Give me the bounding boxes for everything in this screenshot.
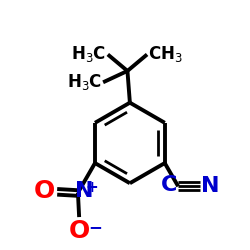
- Text: N: N: [75, 182, 93, 202]
- Text: O: O: [68, 219, 90, 243]
- Text: H$_3$C: H$_3$C: [67, 72, 102, 92]
- Text: N: N: [201, 176, 220, 196]
- Text: +: +: [85, 180, 98, 195]
- Text: C: C: [161, 175, 178, 195]
- Text: H$_3$C: H$_3$C: [72, 44, 106, 64]
- Text: CH$_3$: CH$_3$: [148, 44, 183, 64]
- Text: O: O: [34, 180, 55, 204]
- Text: −: −: [88, 218, 102, 236]
